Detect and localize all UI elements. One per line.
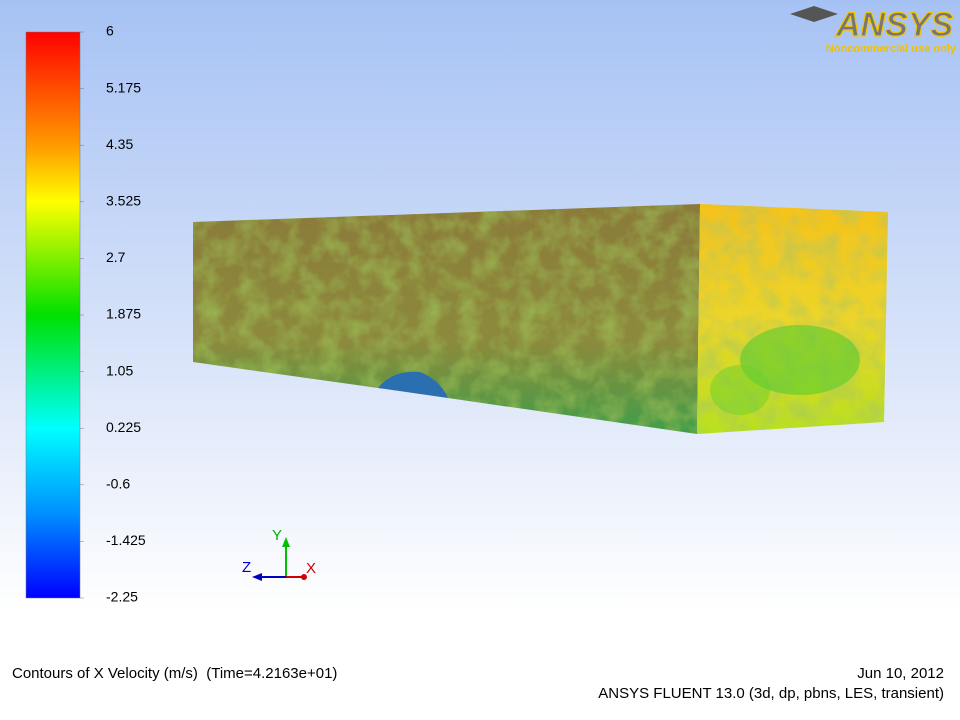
y-arrow-head: [282, 537, 290, 547]
logo-name: ANSYS: [835, 6, 953, 44]
colorbar-label: 1.875: [106, 306, 141, 322]
x-axis-label: X: [306, 560, 316, 577]
plot-title: Contours of X Velocity (m/s) (Time=4.216…: [12, 665, 337, 682]
footer-band: [0, 640, 960, 720]
axis-triad: Y X Z: [242, 527, 316, 581]
z-arrow-head: [252, 573, 262, 581]
plot-date: Jun 10, 2012: [857, 665, 944, 682]
x-arrow-head: [301, 574, 307, 580]
z-axis-label: Z: [242, 559, 251, 576]
colorbar-label: 0.225: [106, 419, 141, 435]
front-face: [193, 204, 700, 434]
colorbar-label: -2.25: [106, 589, 138, 605]
colorbar-label: 4.35: [106, 136, 133, 152]
colorbar-label: 3.525: [106, 193, 141, 209]
colorbar-label: 6: [106, 23, 114, 39]
domain-geometry: [193, 204, 888, 434]
solver-info: ANSYS FLUENT 13.0 (3d, dp, pbns, LES, tr…: [598, 685, 944, 702]
low-velocity-zone: [378, 371, 448, 398]
colorbar-label: 2.7: [106, 249, 126, 265]
colorbar-labels: 6 5.175 4.35 3.525 2.7 1.875 1.05 0.225 -0.6 -1.4…: [80, 23, 146, 605]
logo-tagline: Noncommercial use only: [826, 43, 957, 55]
logo: ANSYS Noncommercial use only: [790, 5, 957, 55]
outlet-patch: [740, 325, 860, 395]
colorbar-label: -1.425: [106, 532, 146, 548]
colorbar: [25, 31, 81, 599]
logo-cap: [790, 6, 838, 22]
outlet-patch: [710, 365, 770, 415]
colorbar-label: 5.175: [106, 79, 141, 95]
colorbar-label: -0.6: [106, 476, 130, 492]
colorbar-label: 1.05: [106, 362, 133, 378]
y-axis-label: Y: [272, 527, 282, 544]
